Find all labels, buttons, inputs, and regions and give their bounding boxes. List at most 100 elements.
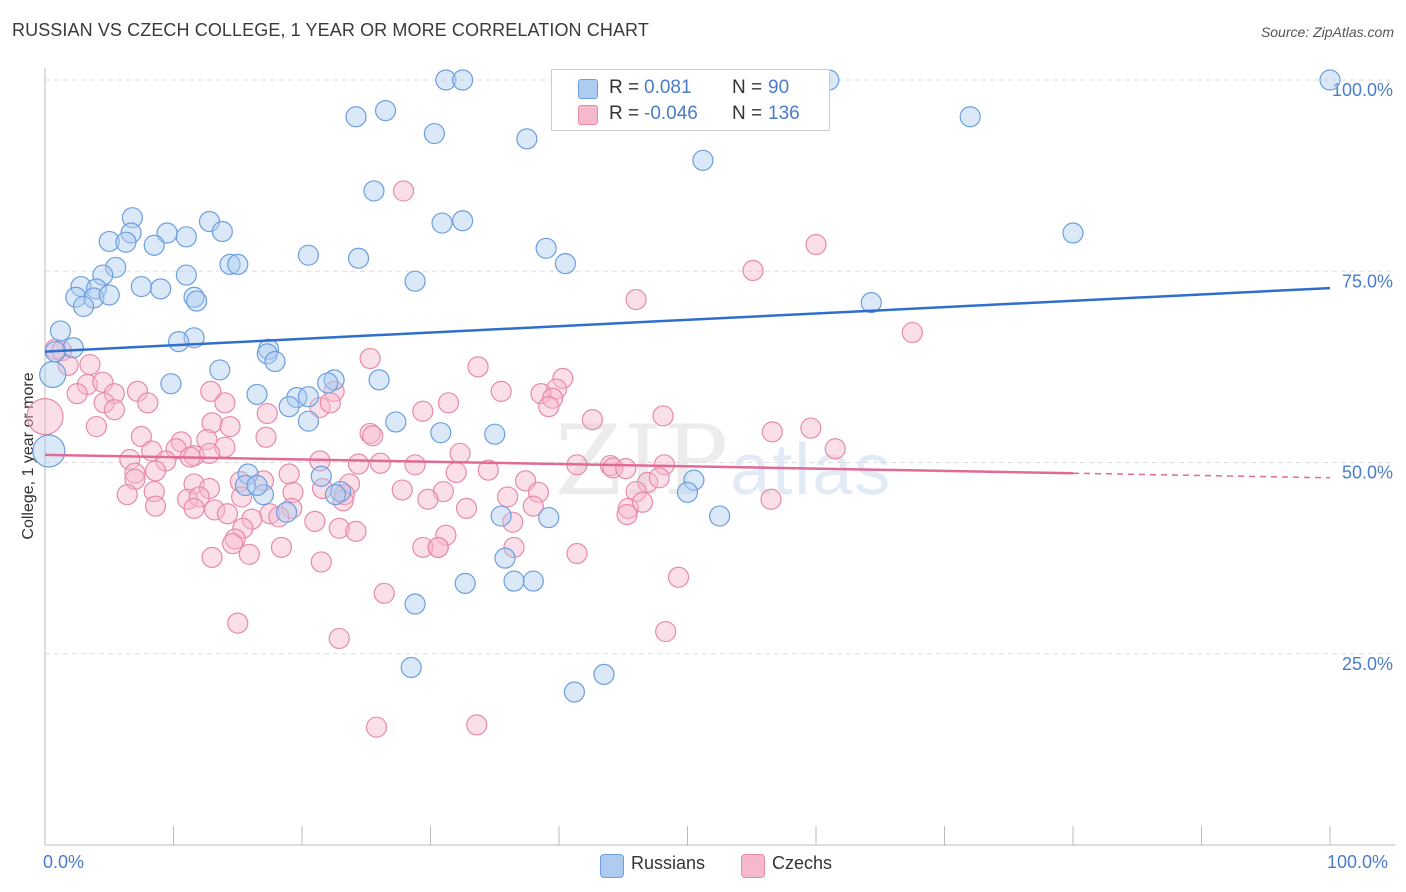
russians-point (211, 220, 233, 243)
czechs-point (581, 409, 604, 431)
r-value: -0.046 (644, 103, 698, 124)
russians-point (860, 292, 882, 314)
russians-point (593, 663, 615, 686)
czechs-point (616, 503, 638, 526)
czechs-point (522, 495, 544, 517)
legend-label-czechs: Czechs (772, 853, 833, 873)
czechs-point (144, 460, 167, 482)
czechs-point (319, 392, 341, 414)
czechs-point (200, 380, 222, 402)
czechs-point (490, 380, 512, 402)
russians-point (430, 422, 452, 444)
czechs-point (477, 459, 499, 481)
russians-point (227, 253, 249, 275)
czechs-point (503, 536, 525, 559)
russians-point (1319, 69, 1341, 91)
czechs-point (359, 347, 381, 370)
russians-point (563, 681, 586, 703)
czechs-point (270, 536, 293, 559)
czechs-point (328, 627, 350, 650)
czechs-point (85, 415, 108, 438)
russians-point (175, 264, 197, 286)
czechs-point (552, 367, 574, 389)
czechs-point (204, 499, 226, 521)
czechs-point (124, 462, 146, 484)
russians-point (454, 572, 476, 594)
czechs-point (183, 497, 205, 519)
russians-point (246, 383, 268, 406)
czechs-point (256, 402, 278, 425)
r-label: R = (609, 103, 640, 124)
russians-swatch (578, 79, 598, 99)
czechs-point (137, 392, 159, 414)
czechs-point (527, 481, 550, 503)
czechs-point (615, 458, 637, 480)
n-label: N = (732, 103, 763, 124)
x-tick-right: 100.0% (1327, 852, 1389, 872)
russians-point (385, 411, 407, 433)
russians-point (130, 275, 152, 298)
russians-point (345, 106, 367, 128)
czechs-point (222, 532, 244, 555)
czechs-point (824, 438, 846, 460)
czechs-point (449, 442, 471, 464)
czechs-point (538, 396, 560, 418)
czechs-point (760, 488, 782, 510)
russians-point (297, 386, 320, 408)
russians-point (256, 343, 278, 365)
russians-point (186, 290, 208, 312)
czechs-point (617, 497, 639, 519)
czechs-point (198, 442, 221, 464)
russians-point (264, 350, 286, 373)
czechs-point (445, 461, 467, 484)
russians-point (219, 253, 241, 275)
russians-point (484, 423, 506, 445)
russians-point (404, 270, 426, 292)
russians-point (32, 434, 66, 468)
russians-point (452, 69, 474, 91)
czechs-point (362, 425, 384, 447)
czechs-point (310, 551, 332, 573)
czechs-point (328, 517, 350, 539)
czechs-point (497, 486, 519, 508)
czechs-point (467, 356, 489, 378)
czechs-point (124, 468, 146, 490)
czechs-point (901, 321, 923, 344)
russians-point (168, 331, 190, 353)
czechs-point (309, 396, 331, 419)
czechs-point (435, 524, 457, 546)
czechs-point (417, 488, 439, 510)
russians-point (98, 230, 120, 253)
czechs-point (742, 259, 764, 282)
russians-point (435, 69, 457, 91)
czechs-point (391, 479, 413, 501)
russians-point (452, 210, 474, 232)
czechs-point (231, 486, 253, 508)
russians-point (516, 128, 538, 150)
czechs-point (241, 508, 263, 530)
czechs-point (57, 354, 79, 376)
czechs-point (201, 546, 223, 568)
czechs-point (338, 473, 361, 495)
russians-point (676, 481, 699, 503)
y-tick-label: 25.0% (1342, 654, 1393, 674)
russians-point (105, 256, 127, 279)
czechs-point (201, 412, 223, 434)
czechs-point (412, 536, 434, 559)
r-label: R = (609, 77, 640, 98)
czechs-point (255, 426, 277, 448)
czechs-point (392, 180, 415, 202)
czechs-point (144, 495, 167, 517)
russians-point (347, 247, 370, 269)
russians-point (209, 359, 231, 381)
russians-point (431, 212, 453, 234)
russians-point (150, 278, 172, 300)
russians-point (317, 372, 339, 394)
stats-row-czechs: R = -0.046 N = 136 (552, 101, 829, 127)
y-tick-label: 100.0% (1332, 80, 1393, 100)
czechs-point (373, 582, 395, 604)
czechs-point (404, 454, 426, 476)
czechs-point (347, 453, 370, 475)
czechs-point (93, 392, 115, 414)
